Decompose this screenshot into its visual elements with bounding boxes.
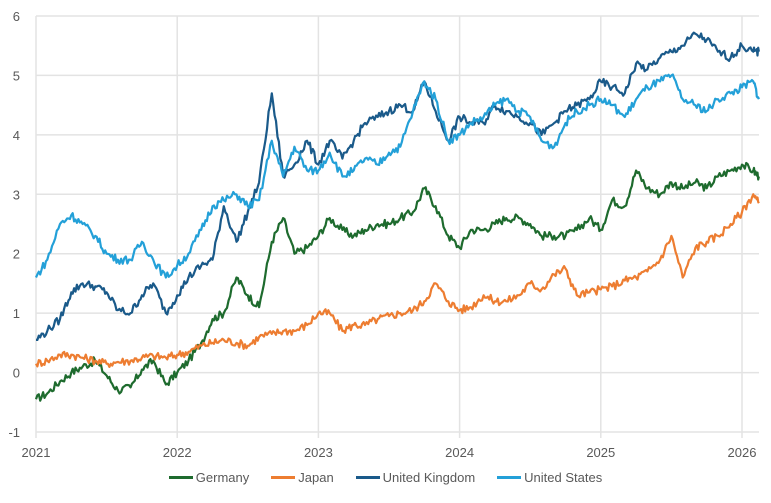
legend-swatch-united-kingdom [355,476,380,479]
legend-item-united-states: United States [497,470,602,485]
chart-gridlines [35,15,759,438]
series-line-germany [34,161,760,402]
legend-label: Germany [195,470,250,485]
y-tick-label: 0 [13,366,20,381]
legend-swatch-japan [271,476,296,479]
y-tick-label: 1 [13,306,20,321]
legend-item-japan: Japan [271,470,334,485]
y-tick-label: -1 [8,425,20,440]
x-tick-label: 2024 [445,445,474,460]
x-tick-label: 2021 [22,445,51,460]
chart-series-lines [34,31,760,402]
legend-label: United States [524,470,603,485]
y-tick-label: 3 [13,187,20,202]
x-tick-label: 2023 [304,445,333,460]
chart-legend: Germany Japan United Kingdom United Stat… [0,470,771,485]
x-tick-label: 2022 [163,445,192,460]
y-tick-label: 4 [13,128,20,143]
x-tick-label: 2026 [728,445,757,460]
series-line-united-states [34,73,760,279]
series-line-united-kingdom [36,31,760,341]
legend-swatch-germany [168,476,193,479]
legend-item-germany: Germany [168,470,250,485]
y-tick-label: 6 [13,9,20,24]
legend-label: Japan [298,470,334,485]
series-line-japan [35,193,760,368]
x-tick-label: 2025 [586,445,615,460]
x-axis-ticks: 2021 2022 2023 2024 2025 2026 [22,445,757,460]
legend-item-united-kingdom: United Kingdom [355,470,476,485]
y-tick-label: 2 [13,247,20,262]
y-tick-label: 5 [13,68,20,83]
y-axis-ticks: 6 5 4 3 2 1 0 -1 [8,9,20,440]
legend-swatch-united-states [497,476,522,479]
legend-label: United Kingdom [382,470,476,485]
